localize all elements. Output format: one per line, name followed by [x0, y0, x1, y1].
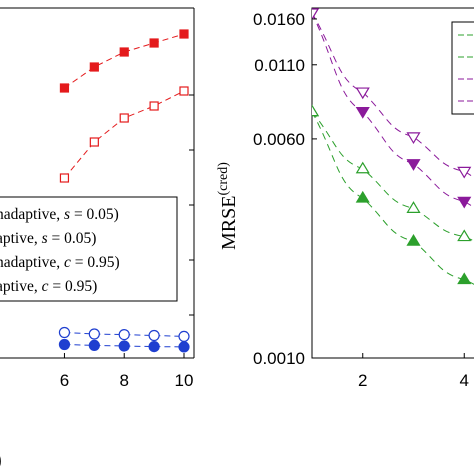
left-panel: 6 8 10 nadaptive, s = 0.05) aptive, s = 0.0…: [0, 7, 195, 390]
right-series-2-point-4: [457, 229, 472, 242]
left-series-2-point-1: [59, 173, 70, 183]
right-series-1-line: [312, 111, 474, 285]
left-series-2-point-5: [179, 86, 189, 96]
right-series-4-point-4: [457, 166, 472, 179]
left-series-2-point-3: [119, 113, 129, 123]
left-series-3-point-5: [178, 330, 190, 342]
left-x-tick-label-1: 6: [60, 371, 69, 390]
left-series-4-point-5: [178, 341, 190, 353]
right-y-axis-label-sup: (cred): [216, 162, 231, 196]
left-series-4-point-1: [58, 338, 71, 351]
left-legend-box: [0, 196, 178, 302]
right-series-2-point-2: [355, 161, 370, 174]
right-series-4-point-1: [312, 8, 320, 21]
left-series-2-line: [64, 90, 185, 179]
right-series-2-line: [312, 111, 474, 242]
right-series-3-point-3: [406, 159, 421, 171]
right-series-4-point-2: [355, 87, 370, 100]
left-series-1-point-4: [149, 38, 159, 48]
right-series-1-point-2: [355, 190, 370, 203]
left-series-1-line: [64, 33, 185, 89]
left-series-3-point-3: [118, 329, 130, 341]
right-panel: 0.0010 0.0060 0.0110 0.0160 2 4 MRSE(cred): [216, 7, 474, 390]
left-legend-entry-4: aptive, c = 0.95): [0, 278, 97, 295]
left-x-tick-label-3: 10: [175, 371, 194, 390]
right-series-3-point-2: [355, 107, 370, 119]
left-series-2-point-2: [89, 137, 99, 147]
right-plot-frame: [311, 7, 474, 359]
left-series-4-point-3: [118, 340, 130, 352]
left-series-3-point-2: [88, 328, 100, 340]
right-x-tick-label-2: 4: [460, 371, 469, 390]
right-ticks-layer: 0.0010 0.0060 0.0110 0.0160 2 4: [253, 10, 469, 390]
right-series-3-line: [312, 12, 474, 209]
right-series-4-line: [312, 12, 474, 179]
left-legend-entry-1: nadaptive, s = 0.05): [0, 206, 119, 223]
left-series-1-point-5: [179, 29, 189, 39]
right-y-axis-label-main: MRSE: [218, 196, 240, 250]
right-series-layer: [312, 8, 474, 285]
left-legend: nadaptive, s = 0.05) aptive, s = 0.05) nad…: [0, 196, 178, 302]
right-y-tick-label-1: 0.0010: [253, 349, 305, 368]
right-y-axis-label: MRSE(cred): [216, 162, 240, 250]
left-series-2-point-4: [149, 101, 159, 111]
left-series-3-point-4: [148, 329, 160, 342]
left-x-tick-label-2: 8: [119, 371, 128, 390]
right-series-1-point-3: [406, 233, 421, 246]
right-y-tick-label-2: 0.0060: [253, 130, 305, 149]
panel-label-fragment: ): [0, 450, 2, 470]
right-series-1-point-4: [457, 272, 472, 285]
right-y-tick-label-3: 0.0110: [254, 56, 305, 75]
right-legend-box: [451, 21, 474, 115]
right-series-2-point-3: [406, 201, 421, 213]
left-series-4-point-4: [148, 341, 160, 353]
left-legend-entry-2: aptive, s = 0.05): [0, 230, 96, 247]
left-ticks-layer: 6 8 10: [60, 94, 194, 390]
left-series-1-point-2: [89, 62, 99, 72]
left-legend-entry-3: nadaptive, c = 0.95): [0, 254, 120, 271]
right-series-4-point-3: [406, 132, 421, 145]
right-series-2-point-1: [312, 104, 320, 117]
right-series-3-point-4: [457, 196, 472, 209]
left-series-1-point-3: [119, 47, 129, 57]
right-x-tick-label-1: 2: [358, 371, 367, 390]
left-series-layer: [58, 29, 190, 353]
right-y-tick-label-4: 0.0160: [253, 10, 305, 29]
left-series-3-point-1: [58, 326, 71, 339]
left-series-4-point-2: [88, 339, 100, 351]
right-legend: [451, 21, 474, 115]
left-series-1-point-1: [59, 83, 70, 93]
